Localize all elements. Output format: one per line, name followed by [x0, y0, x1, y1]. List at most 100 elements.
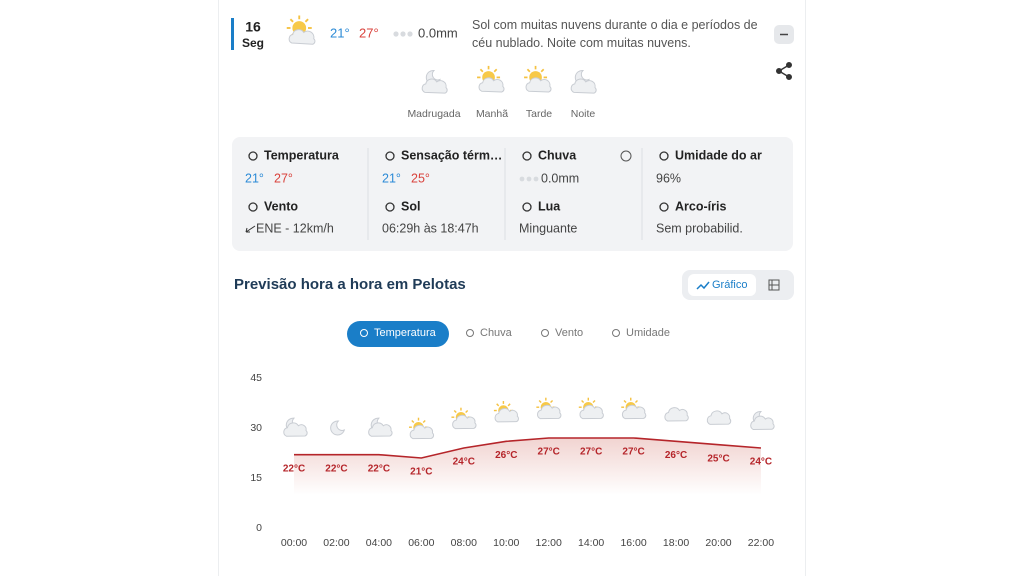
detail-label: Chuva [538, 148, 577, 162]
x-tick-label: 18:00 [663, 537, 689, 549]
area-fill [294, 438, 761, 495]
temperature-line [294, 437, 762, 459]
weather-icon [330, 420, 346, 436]
weather-icon [283, 417, 308, 437]
cloud [621, 404, 647, 420]
detail-value: 21° [382, 171, 401, 185]
detail-icon [385, 151, 395, 161]
weather-icon [578, 397, 604, 420]
y-tick-label: 0 [256, 522, 262, 534]
value-label: 27°C [622, 447, 644, 458]
cloud [664, 407, 689, 422]
sun-ray [634, 399, 638, 404]
cloud [706, 410, 732, 425]
x-tick-label: 02:00 [323, 537, 349, 549]
weather-icon [706, 410, 732, 425]
value-label: 26°C [495, 450, 517, 461]
detail-value: 27° [274, 171, 293, 185]
value-label: 22°C [283, 463, 305, 474]
detail-label: Sol [401, 199, 420, 213]
detail-value: 96% [656, 171, 681, 185]
detail-icon [248, 202, 258, 212]
y-tick-label: 45 [250, 372, 262, 384]
weather-icon [536, 397, 562, 420]
value-label: 27°C [538, 447, 560, 458]
sun-ray [540, 68, 545, 73]
view-chart-button[interactable] [688, 274, 756, 296]
details-box [232, 137, 793, 251]
tab-icon [541, 329, 549, 337]
cloud [537, 404, 562, 420]
sun-ray [581, 399, 585, 404]
tab-active[interactable] [347, 321, 449, 347]
weather-icon [570, 69, 597, 94]
x-tick-label: 20:00 [705, 537, 731, 549]
detail-value: 06:29h às 18:47h [382, 221, 479, 235]
weather-icon [477, 65, 505, 93]
detail-icon [659, 151, 669, 161]
detail-label: Vento [264, 199, 298, 213]
moon [330, 420, 346, 436]
value-label: 25°C [707, 453, 729, 464]
day-weekday: Seg [242, 36, 264, 50]
detail-value: 25° [411, 171, 430, 185]
weather-icon [286, 15, 316, 45]
cloud [525, 77, 552, 93]
sun-ray [493, 68, 498, 73]
weather-icon [493, 401, 519, 423]
weather-icon [621, 397, 647, 420]
detail-value: ENE - 12km/h [256, 221, 334, 235]
y-tick-label: 15 [250, 472, 262, 484]
sun-ray [550, 399, 554, 404]
cloud [570, 78, 597, 94]
value-label: 26°C [665, 450, 687, 461]
x-tick-label: 00:00 [281, 537, 307, 549]
rain-drop [400, 31, 406, 37]
detail-icon [522, 202, 532, 212]
sun-ray [538, 399, 542, 404]
weather-icon [451, 407, 477, 430]
day-date: 16 [245, 19, 261, 35]
x-tick-label: 16:00 [620, 537, 646, 549]
value-label: 24°C [750, 457, 772, 468]
tab-label: Chuva [480, 327, 513, 339]
sun-ray [304, 18, 309, 23]
sun-ray [592, 399, 596, 404]
tab-icon [360, 329, 368, 337]
rain-drop [519, 176, 525, 182]
view-table-button[interactable] [768, 279, 780, 291]
period-label: Tarde [526, 108, 552, 120]
x-tick-label: 12:00 [536, 537, 562, 549]
share-button[interactable] [776, 62, 793, 80]
value-label: 27°C [580, 447, 602, 458]
detail-icon [385, 202, 395, 212]
sun-ray [507, 403, 511, 407]
info-icon[interactable] [620, 150, 632, 162]
detail-label: Temperatura [264, 148, 340, 162]
sun-ray [465, 409, 469, 414]
cloud [478, 77, 505, 93]
x-tick-label: 22:00 [748, 537, 774, 549]
period-label: Noite [571, 108, 596, 120]
sun-ray [422, 419, 426, 424]
sun-ray [526, 68, 531, 73]
detail-label: Sensação térm… [401, 148, 502, 162]
detail-value: Sem probabilid. [656, 221, 743, 235]
weather-icon [421, 69, 448, 94]
detail-icon [522, 151, 532, 161]
tab-label: Umidade [626, 327, 670, 339]
x-tick-label: 10:00 [493, 537, 519, 549]
cloud [288, 29, 316, 45]
weather-icon [524, 65, 552, 93]
tab-icon [612, 329, 620, 337]
rain-drop [533, 176, 539, 182]
hourly-title: Previsão hora a hora em Pelotas [234, 276, 466, 293]
cloud [409, 424, 435, 440]
sun-ray [289, 18, 294, 23]
weather-icon [664, 407, 689, 422]
detail-label: Lua [538, 199, 561, 213]
day-marker [231, 18, 234, 50]
wind-arrow [245, 225, 256, 233]
